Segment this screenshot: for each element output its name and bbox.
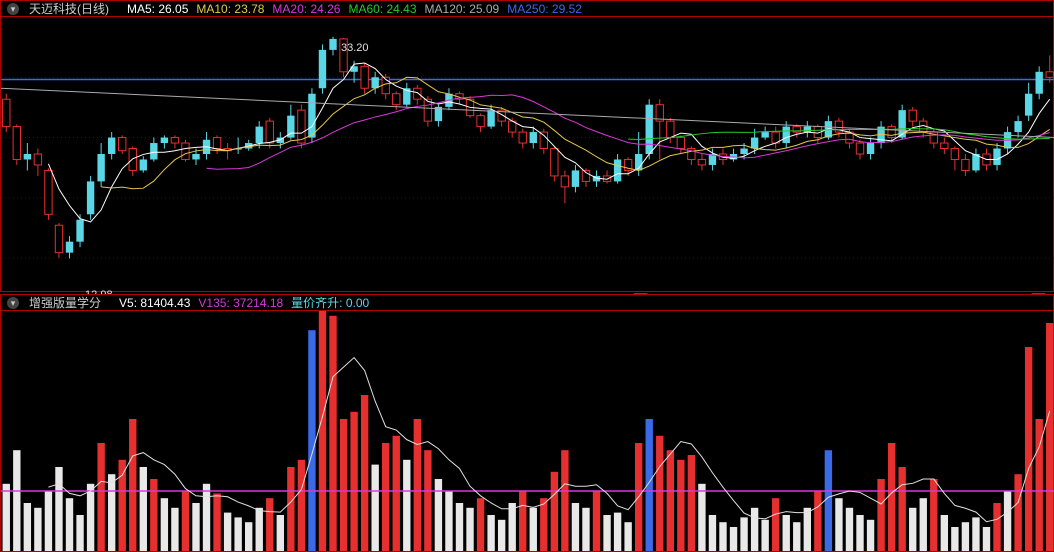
- vol-indicator: 量价齐升: 0.00: [291, 295, 369, 311]
- ma-indicator: MA250: 29.52: [507, 1, 582, 17]
- price-chart-area[interactable]: 33.20→ 12.98财涨: [1, 17, 1053, 291]
- ma-indicator: MA20: 24.26: [272, 1, 340, 17]
- price-annotation: 33.20: [341, 42, 369, 54]
- ma-indicator: MA5: 26.05: [127, 1, 188, 17]
- vol-indicator: V135: 37214.18: [198, 295, 283, 311]
- price-header: ▾ 天迈科技(日线) MA5: 26.05 MA10: 23.78 MA20: 24…: [1, 1, 1053, 17]
- volume-chart-panel: ▾ 增强版量学分 V5: 81404.43 V135: 37214.18 量价齐升:…: [0, 294, 1054, 552]
- ma-indicator: MA60: 24.43: [348, 1, 416, 17]
- expand-icon[interactable]: ▾: [7, 3, 19, 15]
- volume-header: ▾ 增强版量学分 V5: 81404.43 V135: 37214.18 量价齐升:…: [1, 295, 1053, 311]
- ma-indicator: MA120: 25.09: [425, 1, 500, 17]
- price-chart-panel: ▾ 天迈科技(日线) MA5: 26.05 MA10: 23.78 MA20: 24…: [0, 0, 1054, 292]
- indicator-title: 增强版量学分: [29, 295, 101, 311]
- vol-indicator: V5: 81404.43: [119, 295, 190, 311]
- volume-chart-area[interactable]: [1, 311, 1053, 551]
- stock-title: 天迈科技(日线): [29, 1, 109, 17]
- ma-indicator: MA10: 23.78: [196, 1, 264, 17]
- expand-icon[interactable]: ▾: [7, 297, 19, 309]
